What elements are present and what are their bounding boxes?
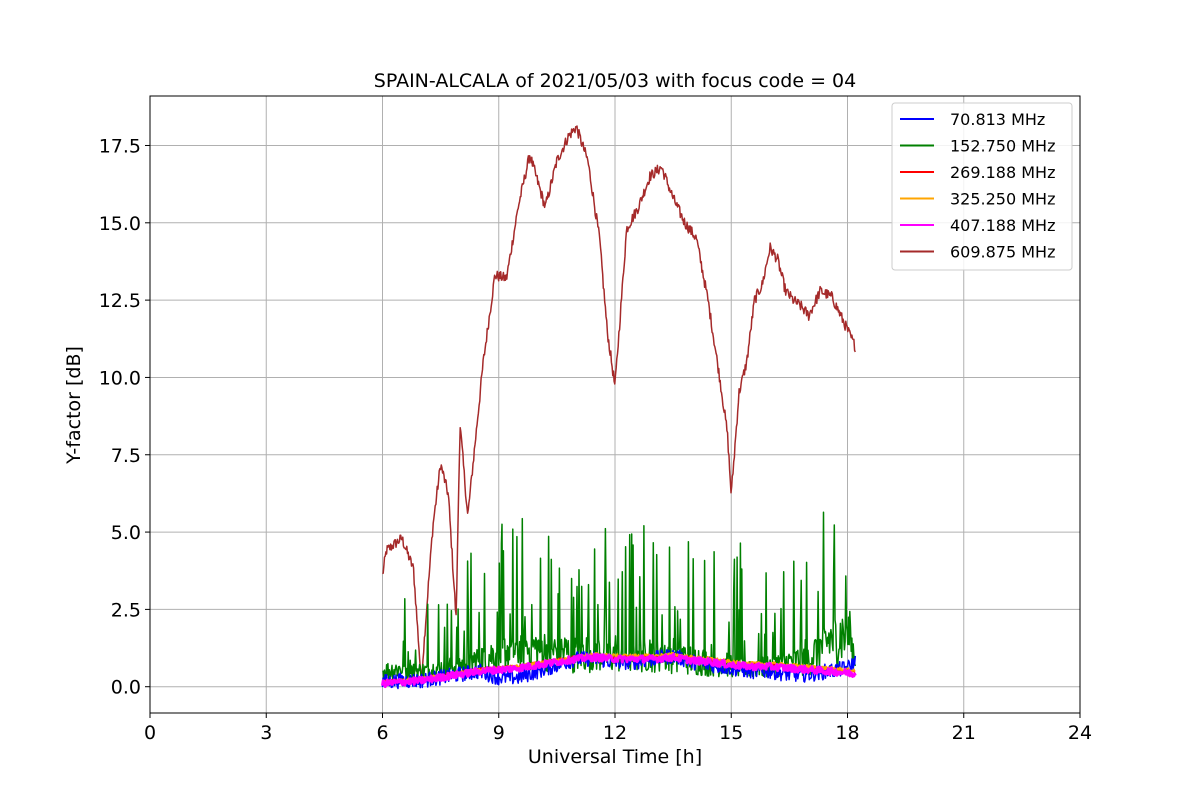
legend-label: 325.250 MHz — [950, 190, 1055, 209]
y-tick-label: 10.0 — [99, 367, 141, 389]
x-tick-label: 18 — [835, 722, 859, 744]
x-tick-label: 12 — [603, 722, 627, 744]
legend-label: 269.188 MHz — [950, 163, 1055, 182]
legend: 70.813 MHz 152.750 MHz 269.188 MHz 325.250 … — [891, 102, 1073, 271]
x-tick-label: 15 — [719, 722, 743, 744]
y-tick-label: 2.5 — [111, 599, 141, 621]
legend-label: 609.875 MHz — [950, 243, 1055, 262]
legend-label: 407.188 MHz — [950, 216, 1055, 235]
series-line-609-875-mhz — [382, 125, 856, 677]
x-tick-label: 9 — [493, 722, 505, 744]
y-tick-label: 15.0 — [99, 213, 141, 235]
y-tick-label: 0.0 — [111, 677, 141, 699]
axis-ticks: 0 3 6 9 12 15 18 21 24 0.0 2.5 5.0 7.5 10.0 12.5 15.0 17… — [99, 135, 1092, 744]
legend-label: 152.750 MHz — [950, 137, 1055, 156]
legend-label: 70.813 MHz — [950, 110, 1045, 129]
y-axis-label: Y-factor [dB] — [63, 346, 85, 465]
series-line-407-188-mhz — [381, 652, 857, 689]
x-tick-label: 3 — [260, 722, 272, 744]
y-tick-label: 12.5 — [99, 290, 141, 312]
y-tick-label: 5.0 — [111, 522, 141, 544]
x-tick-label: 21 — [952, 722, 976, 744]
x-tick-label: 0 — [144, 722, 156, 744]
series-lines — [381, 125, 857, 690]
y-tick-label: 7.5 — [111, 445, 141, 467]
x-tick-label: 6 — [376, 722, 388, 744]
x-axis-label: Universal Time [h] — [528, 746, 702, 768]
x-tick-label: 24 — [1068, 722, 1092, 744]
legend-box — [891, 102, 1073, 271]
chart-title: SPAIN-ALCALA of 2021/05/03 with focus co… — [374, 70, 856, 92]
y-tick-label: 17.5 — [99, 135, 141, 157]
series-line-152-750-mhz — [382, 511, 857, 681]
